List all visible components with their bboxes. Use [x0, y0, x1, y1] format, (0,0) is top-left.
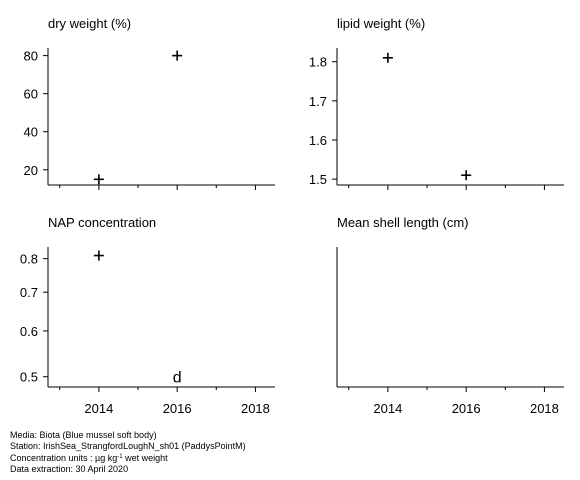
x-tick-label: 2016: [163, 401, 192, 416]
data-point: [461, 170, 472, 181]
footer-extraction: Data extraction: 30 April 2020: [10, 464, 129, 474]
x-tick-label: 2014: [373, 401, 402, 416]
footer-units-suffix: wet weight: [122, 453, 168, 463]
y-tick-label: 40: [24, 125, 38, 140]
data-point: [382, 52, 393, 63]
y-tick-label: 20: [24, 163, 38, 178]
x-tick-label: 2016: [452, 401, 481, 416]
y-tick-label: 0.7: [20, 285, 38, 300]
panel-title: Mean shell length (cm): [337, 215, 469, 230]
footer-units: Concentration units : µg kg-1 wet weight: [10, 452, 246, 464]
footer-units-prefix: Concentration units : µg kg: [10, 453, 118, 463]
data-point: [93, 174, 104, 185]
y-tick-label: 60: [24, 87, 38, 102]
y-tick-label: 1.6: [309, 133, 327, 148]
y-tick-label: 0.6: [20, 324, 38, 339]
panel-title: NAP concentration: [48, 215, 156, 230]
data-point: d: [173, 370, 182, 387]
y-tick-label: 0.5: [20, 370, 38, 385]
y-tick-label: 80: [24, 49, 38, 64]
footer-units-sup: -1: [117, 454, 123, 460]
data-point: [93, 250, 104, 261]
y-tick-label: 0.8: [20, 252, 38, 267]
x-tick-label: 2018: [241, 401, 270, 416]
panel-title: lipid weight (%): [337, 16, 425, 31]
footer-media: Media: Biota (Blue mussel soft body): [10, 430, 157, 440]
panel-title: dry weight (%): [48, 16, 131, 31]
x-tick-label: 2018: [530, 401, 559, 416]
footer-station: Station: IrishSea_StrangfordLoughN_sh01 …: [10, 441, 246, 451]
y-tick-label: 1.8: [309, 55, 327, 70]
y-tick-label: 1.7: [309, 94, 327, 109]
x-tick-label: 2014: [84, 401, 113, 416]
footer-notes: Media: Biota (Blue mussel soft body) Sta…: [10, 430, 246, 475]
data-point: [172, 50, 183, 61]
y-tick-label: 1.5: [309, 172, 327, 187]
